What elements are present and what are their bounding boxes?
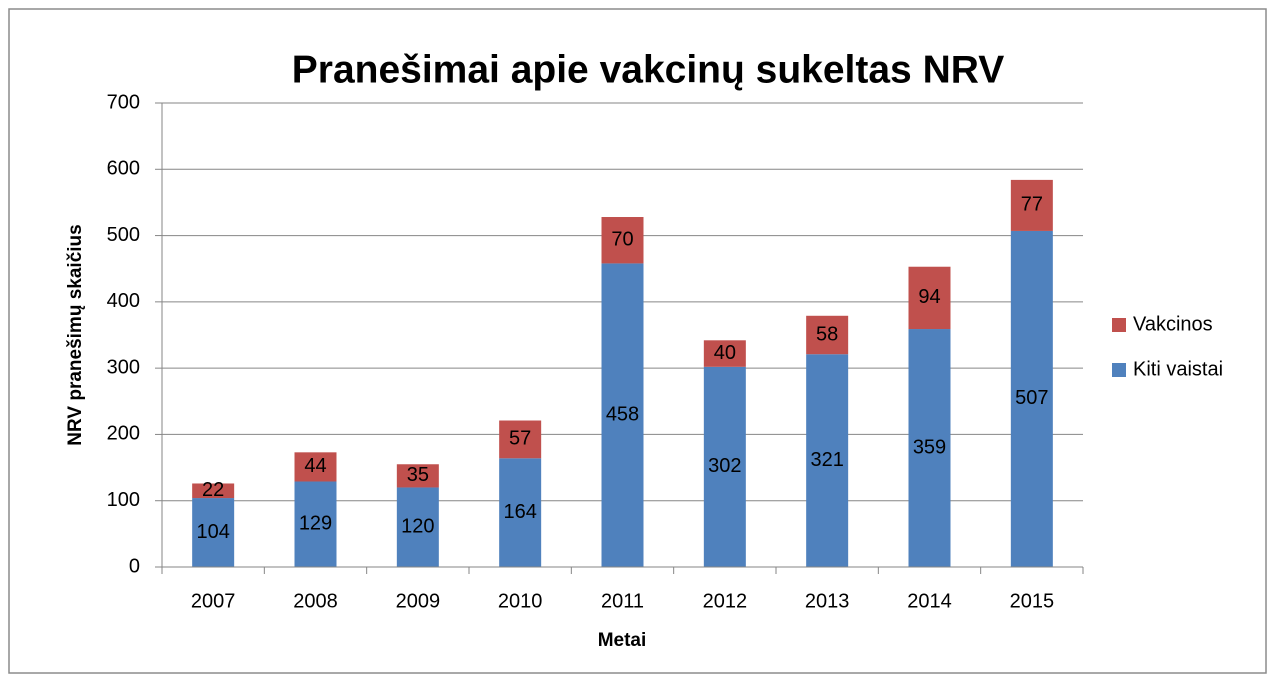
bar-segment <box>192 483 235 499</box>
y-tick-label: 0 <box>129 555 140 577</box>
data-label: 129 <box>299 513 332 535</box>
y-tick-label: 500 <box>107 224 140 246</box>
legend-swatch <box>1112 363 1126 377</box>
bar-segment <box>499 458 542 567</box>
bar-segment <box>396 464 439 488</box>
data-label: 44 <box>304 455 326 477</box>
data-label: 40 <box>714 342 736 364</box>
bar-segment <box>908 266 951 330</box>
y-tick-label: 600 <box>107 158 140 180</box>
x-axis-label: Metai <box>598 630 647 651</box>
x-tick-label: 2013 <box>805 590 850 612</box>
data-label: 302 <box>708 455 741 477</box>
bar-segment <box>396 487 439 567</box>
data-label: 77 <box>1021 194 1043 216</box>
x-tick-label: 2014 <box>907 590 952 612</box>
bar-segment <box>703 366 746 567</box>
bar-segment <box>908 329 951 567</box>
data-label: 58 <box>816 323 838 345</box>
data-label: 70 <box>611 228 633 250</box>
legend-label: Vakcinos <box>1133 313 1213 335</box>
x-tick-label: 2015 <box>1010 590 1055 612</box>
x-tick-label: 2007 <box>191 590 236 612</box>
data-label: 94 <box>918 286 940 308</box>
data-label: 507 <box>1015 387 1048 409</box>
y-axis-label: NRV pranešimų skaičius <box>65 224 86 445</box>
data-label: 22 <box>202 479 224 501</box>
bar-segment <box>806 354 849 567</box>
x-tick-label: 2008 <box>293 590 338 612</box>
bar-segment <box>703 340 746 367</box>
bar-segment <box>499 420 542 459</box>
y-tick-label: 200 <box>107 423 140 445</box>
x-tick-label: 2012 <box>703 590 748 612</box>
bar-segment <box>294 481 337 567</box>
x-tick-label: 2009 <box>396 590 441 612</box>
data-label: 120 <box>401 516 434 538</box>
legend-swatch <box>1112 318 1126 332</box>
data-label: 35 <box>407 464 429 486</box>
x-tick-label: 2010 <box>498 590 543 612</box>
data-label: 359 <box>913 436 946 458</box>
bar-segment <box>294 452 337 482</box>
legend-label: Kiti vaistai <box>1133 358 1223 380</box>
bar-segment <box>1010 179 1053 231</box>
y-tick-label: 100 <box>107 489 140 511</box>
data-label: 458 <box>606 403 639 425</box>
bar-segment <box>601 217 644 264</box>
y-tick-label: 300 <box>107 356 140 378</box>
x-tick-label: 2011 <box>601 590 644 612</box>
bar-segment <box>601 263 644 567</box>
bar-segment <box>806 315 849 355</box>
y-tick-label: 700 <box>107 91 140 113</box>
y-tick-label: 400 <box>107 290 140 312</box>
chart-title: Pranešimai apie vakcinų sukeltas NRV <box>292 48 1004 91</box>
data-label: 321 <box>810 449 843 471</box>
bar-segment <box>1010 230 1053 567</box>
data-label: 164 <box>503 501 536 523</box>
bar-segment <box>192 498 235 567</box>
data-label: 104 <box>196 521 229 543</box>
data-label: 57 <box>509 428 531 450</box>
